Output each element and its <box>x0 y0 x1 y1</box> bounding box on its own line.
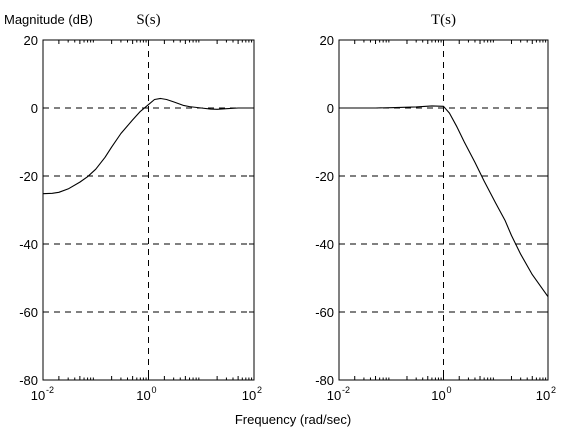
figure-ylabel: Magnitude (dB) <box>4 12 93 27</box>
y-tick-label: 20 <box>24 33 38 48</box>
series-line-t-0 <box>339 105 549 298</box>
y-tick-label: -40 <box>19 237 38 252</box>
x-tick-label-exponent: -2 <box>46 385 54 395</box>
x-tick-label: 10 <box>431 388 445 403</box>
y-tick-label: 0 <box>31 101 38 116</box>
y-tick-label: -20 <box>315 169 334 184</box>
chart-title-s: S(s) <box>136 12 160 28</box>
y-tick-label: 0 <box>327 101 334 116</box>
x-tick-label: 10 <box>136 388 150 403</box>
chart-title-t: T(s) <box>431 12 456 28</box>
y-tick-label: -40 <box>315 237 334 252</box>
x-tick-label-exponent: 2 <box>551 385 556 395</box>
x-tick-label: 10 <box>31 388 45 403</box>
y-tick-label: -60 <box>19 305 38 320</box>
x-tick-label: 10 <box>327 388 341 403</box>
x-tick-label-exponent: 2 <box>257 385 262 395</box>
x-tick-label-exponent: 0 <box>447 385 452 395</box>
y-tick-label: -80 <box>315 373 334 388</box>
y-tick-label: -60 <box>315 305 334 320</box>
plot-frame <box>42 39 255 381</box>
y-tick-label: -20 <box>19 169 38 184</box>
series-line-s-0 <box>42 97 254 195</box>
plot-frame <box>338 39 549 381</box>
x-tick-label: 10 <box>536 388 550 403</box>
y-tick-label: 20 <box>320 33 334 48</box>
y-tick-label: -80 <box>19 373 38 388</box>
x-tick-label-exponent: -2 <box>342 385 350 395</box>
x-tick-label: 10 <box>242 388 256 403</box>
x-tick-label-exponent: 0 <box>152 385 157 395</box>
figure-xlabel: Frequency (rad/sec) <box>235 412 351 427</box>
